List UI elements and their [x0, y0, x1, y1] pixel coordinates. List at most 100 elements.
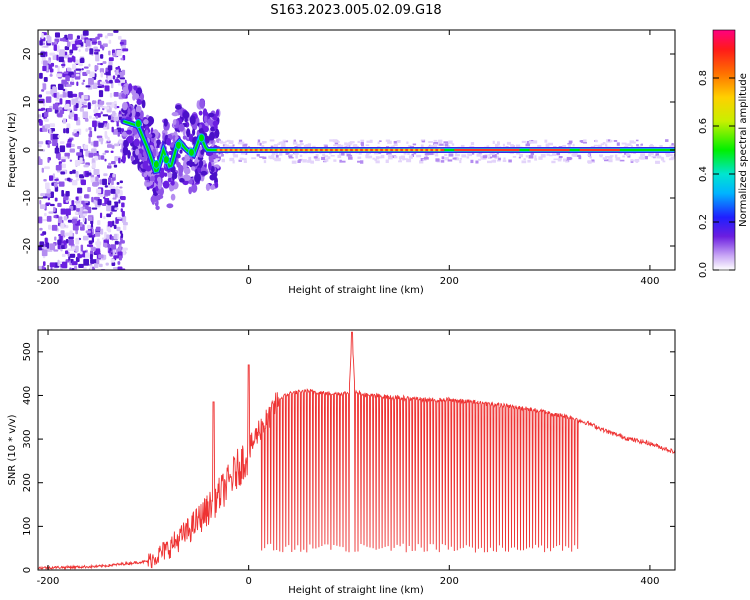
band-blob: [492, 159, 497, 163]
noise-blob: [76, 178, 80, 181]
noise-blob: [122, 48, 129, 52]
noise-blob: [114, 202, 119, 208]
band-blob: [489, 156, 493, 159]
noise-blob: [91, 162, 96, 169]
noise-blob: [65, 75, 70, 82]
band-blob: [662, 160, 666, 163]
noise-blob: [72, 43, 78, 51]
band-blob: [378, 140, 382, 142]
noise-blob: [78, 195, 82, 203]
band-blob: [579, 140, 582, 143]
band-blob: [649, 145, 655, 147]
band-blob: [441, 156, 445, 160]
band-blob: [393, 143, 398, 147]
noise-blob: [110, 258, 115, 263]
noise-blob: [66, 67, 71, 72]
noise-blob: [64, 46, 70, 51]
noise-blob: [118, 157, 121, 164]
noise-blob: [96, 244, 101, 250]
band-blob: [375, 156, 380, 160]
noise-blob: [120, 208, 123, 213]
transition-blob: [135, 105, 142, 114]
band-blob: [392, 145, 395, 148]
band-blob: [454, 157, 460, 161]
band-blob: [399, 158, 402, 162]
band-blob: [288, 153, 294, 156]
band-blob: [281, 142, 284, 146]
band-blob: [558, 156, 563, 159]
band-blob: [589, 156, 592, 159]
noise-blob: [45, 182, 50, 190]
band-blob: [591, 159, 595, 162]
noise-blob: [96, 63, 101, 66]
noise-blob: [65, 199, 69, 203]
transition-blob: [145, 133, 153, 139]
band-blob: [393, 140, 397, 144]
band-blob: [337, 154, 342, 159]
band-blob: [548, 142, 554, 146]
transition-blob: [175, 104, 182, 110]
band-blob: [329, 139, 334, 142]
band-blob: [239, 141, 245, 145]
band-blob: [412, 143, 417, 146]
band-blob: [498, 157, 501, 161]
transition-peak: [162, 155, 170, 165]
transition-blob: [197, 167, 201, 173]
noise-blob: [118, 110, 122, 115]
band-blob: [315, 154, 319, 158]
band-blob: [545, 143, 550, 147]
noise-blob: [71, 200, 75, 206]
band-blob: [525, 143, 530, 147]
noise-blob: [88, 127, 92, 131]
band-blob: [595, 140, 598, 143]
noise-blob: [62, 91, 67, 98]
band-blob: [424, 153, 429, 156]
noise-blob: [79, 251, 83, 255]
noise-blob: [116, 122, 119, 127]
band-blob: [222, 141, 227, 144]
band-blob: [572, 152, 578, 155]
ridge-dot: [272, 148, 276, 152]
band-blob: [562, 144, 567, 148]
band-blob: [398, 160, 402, 163]
noise-blob: [57, 202, 62, 208]
band-blob: [636, 144, 639, 147]
ridge-dot: [312, 148, 316, 152]
band-blob: [630, 145, 633, 148]
noise-blob: [41, 265, 45, 270]
band-blob: [566, 156, 572, 161]
spectrogram-ytick-label: -20: [22, 238, 33, 254]
band-blob: [528, 155, 534, 159]
ridge-dot: [412, 148, 416, 152]
band-blob: [615, 157, 621, 161]
band-blob: [461, 154, 467, 158]
noise-blob: [111, 145, 115, 149]
noise-blob: [38, 98, 45, 104]
band-blob: [283, 140, 289, 143]
transition-blob: [198, 128, 205, 134]
band-blob: [502, 143, 505, 147]
band-blob: [390, 145, 394, 148]
noise-blob: [44, 124, 51, 129]
transition-blob: [188, 179, 193, 185]
band-blob: [268, 155, 271, 159]
band-blob: [488, 154, 491, 157]
noise-blob: [112, 52, 118, 57]
noise-blob: [45, 91, 51, 95]
noise-blob: [75, 170, 79, 178]
ridge-dot: [257, 148, 260, 152]
band-blob: [330, 155, 335, 157]
noise-blob: [42, 83, 47, 90]
noise-blob: [93, 152, 100, 157]
noise-blob: [88, 216, 93, 222]
noise-blob: [63, 71, 69, 74]
transition-blob: [199, 99, 205, 109]
band-blob: [375, 160, 380, 164]
band-blob: [430, 145, 435, 149]
band-blob: [613, 139, 618, 142]
ridge-dot: [362, 148, 366, 152]
noise-blob: [95, 226, 101, 232]
transition-blob: [156, 194, 162, 201]
band-blob: [242, 144, 247, 147]
noise-blob: [45, 96, 52, 103]
